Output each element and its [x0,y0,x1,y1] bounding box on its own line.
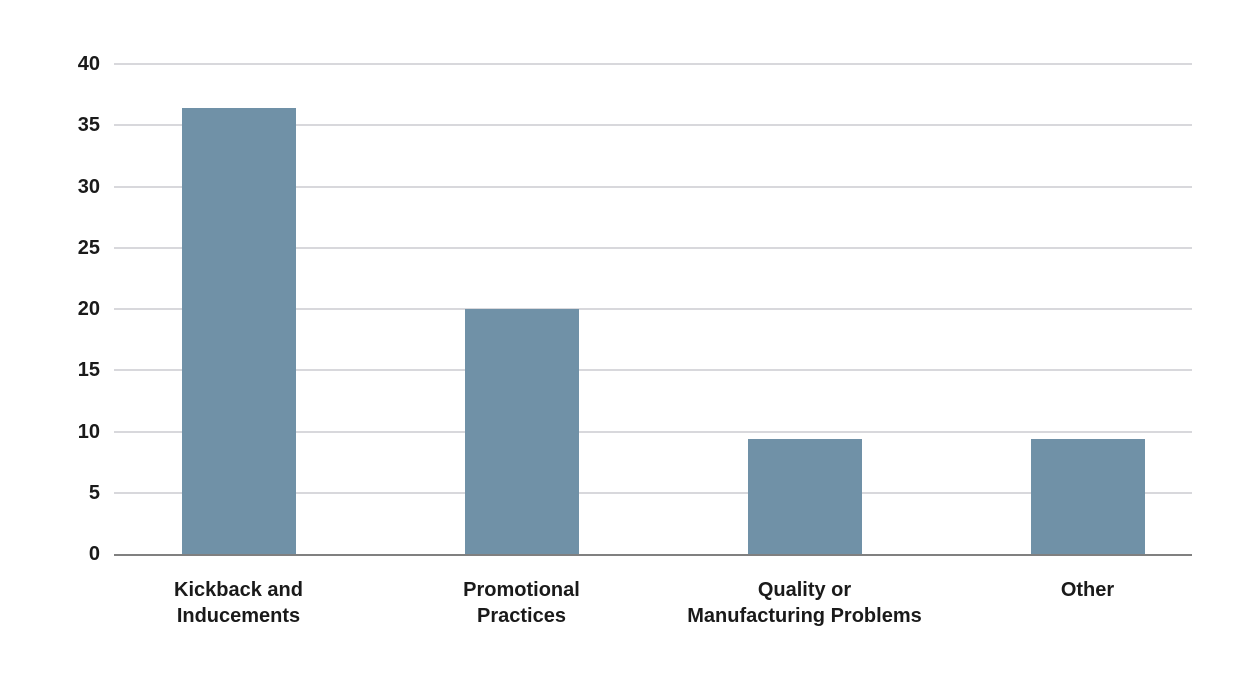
y-tick-label-0: 0 [88,543,100,565]
gridline-5 [114,491,1192,494]
y-tick-label-30: 30 [77,175,100,198]
y-tick-label-10: 10 [77,420,100,443]
y-tick-label-35: 35 [77,114,100,137]
bar-2 [464,309,579,554]
y-tick-label-20: 20 [77,298,100,320]
category-label-4: Other [1060,579,1115,601]
x-axis-line [114,554,1192,556]
y-tick-label-5: 5 [88,481,100,504]
gridline-35 [114,124,1192,127]
category-label-3: Quality or Manufacturing Problems [687,579,922,627]
gridline-30 [114,185,1192,188]
gridline-10 [114,430,1192,433]
y-tick-label-40: 40 [77,53,100,75]
bar-3 [747,438,862,554]
category-label-1: Kickback and Inducements [174,579,303,627]
gridline-20 [114,308,1192,310]
y-tick-label-15: 15 [77,359,100,382]
bar-1 [181,108,296,554]
gridline-25 [114,246,1192,249]
gridline-15 [114,369,1192,372]
gridline-40 [114,63,1192,65]
y-tick-label-25: 25 [77,236,100,259]
bar-4 [1030,438,1145,554]
category-label-2: Promotional Practices [463,579,580,627]
